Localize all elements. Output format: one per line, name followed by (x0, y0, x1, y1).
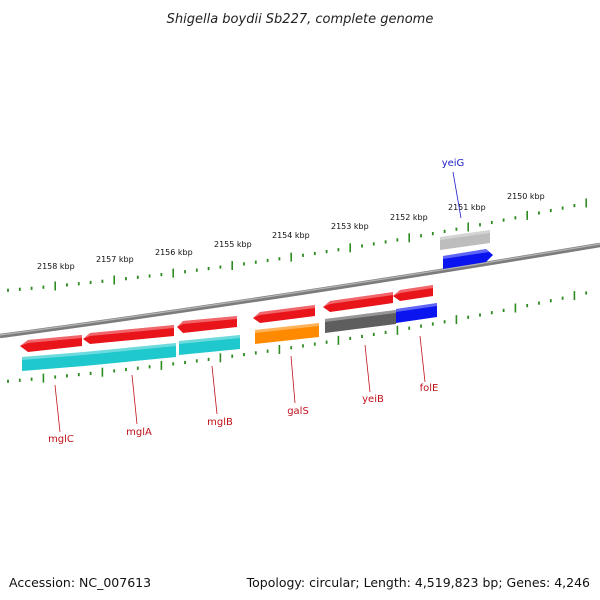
scale-label-2158: 2158 kbp (37, 262, 75, 271)
gene-label-mglA[interactable]: mglA (126, 427, 152, 438)
scale-label-2152: 2152 kbp (390, 213, 428, 222)
gene-label-mglB[interactable]: mglB (207, 417, 233, 428)
genome-summary-text: Topology: circular; Length: 4,519,823 bp… (246, 575, 590, 590)
gene-arrow-yeiG[interactable] (443, 249, 493, 269)
gene-arrow-galS-top[interactable] (253, 305, 315, 323)
leader-galS (290, 355, 296, 404)
leader-yeiG (452, 171, 462, 219)
cds-mglB[interactable] (179, 335, 240, 355)
gene-label-yeiB[interactable]: yeiB (362, 394, 384, 405)
gene-labels: mglC mglA mglB galS yeiB folE yeiG (48, 158, 464, 445)
genome-backbone-highlight (0, 243, 600, 336)
gene-arrow-mglA[interactable] (83, 325, 174, 344)
gene-arrow-yeiB-top[interactable] (323, 292, 393, 312)
cds-mglC[interactable] (22, 352, 84, 371)
genome-backbone (0, 242, 600, 339)
leader-mglB (211, 365, 218, 415)
gene-box-yeiG[interactable] (440, 230, 490, 250)
scale-label-2156: 2156 kbp (155, 248, 193, 257)
gene-features (20, 230, 493, 371)
gene-arrow-folE-top[interactable] (393, 285, 433, 301)
leader-mglA (131, 374, 138, 425)
scale-label-2150: 2150 kbp (507, 192, 545, 201)
leader-mglC (54, 384, 61, 433)
gene-label-yeiG[interactable]: yeiG (442, 158, 465, 169)
cds-galS[interactable] (255, 323, 319, 344)
gene-arrow-mglB[interactable] (177, 316, 237, 333)
gene-label-galS[interactable]: galS (287, 406, 309, 417)
leader-folE (419, 335, 426, 383)
scale-label-2151: 2151 kbp (448, 203, 486, 212)
inner-scale-track (7, 291, 588, 383)
gene-label-folE[interactable]: folE (420, 383, 439, 394)
cds-mglA[interactable] (84, 343, 176, 366)
scale-labels: 2158 kbp 2157 kbp 2156 kbp 2155 kbp 2154… (37, 192, 545, 271)
scale-label-2155: 2155 kbp (214, 240, 252, 249)
gene-label-mglC[interactable]: mglC (48, 434, 74, 445)
accession-text: Accession: NC_007613 (9, 575, 152, 590)
gene-arrow-mglC[interactable] (20, 335, 82, 352)
scale-label-2154: 2154 kbp (272, 231, 310, 240)
outer-scale-track (7, 198, 588, 292)
cds-folE[interactable] (396, 303, 437, 323)
genome-title: Shigella boydii Sb227, complete genome (167, 12, 434, 27)
scale-label-2153: 2153 kbp (331, 222, 369, 231)
scale-label-2157: 2157 kbp (96, 255, 134, 264)
cds-yeiB[interactable] (325, 310, 396, 333)
leader-yeiB (364, 344, 371, 393)
